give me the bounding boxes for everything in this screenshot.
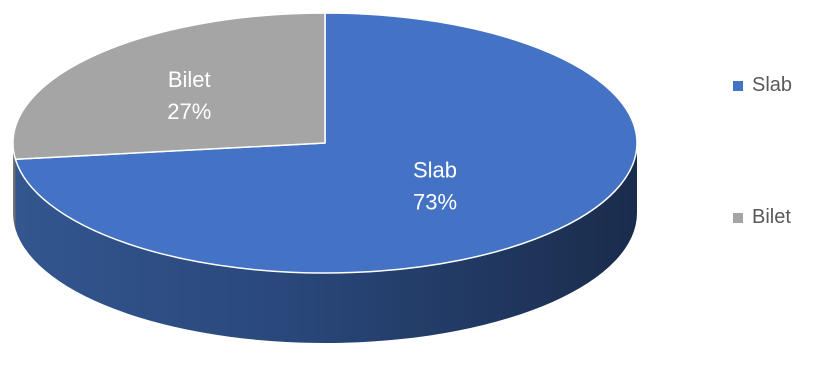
pie-side-walls	[13, 143, 638, 344]
legend-item-bilet: Bilet	[733, 206, 791, 229]
pie-slice-bilet	[12, 12, 326, 161]
legend-swatch-slab	[733, 80, 743, 91]
pie-side-slab	[15, 143, 638, 344]
pie-side-bilet	[13, 143, 16, 230]
legend-label-bilet: Bilet	[752, 206, 791, 228]
slice-label-slab-value: 73%	[413, 189, 457, 214]
legend: Slab Bilet	[733, 0, 821, 374]
legend-swatch-bilet	[733, 212, 743, 223]
slice-label-slab-name: Slab	[413, 157, 457, 182]
pie-data-labels: Slab 73% Bilet 27%	[167, 67, 457, 214]
legend-label-slab: Slab	[752, 74, 793, 96]
pie-top-faces	[12, 12, 638, 274]
slice-label-bilet-value: 27%	[167, 99, 211, 124]
legend-item-slab: Slab	[733, 74, 792, 97]
pie-slice-slab	[14, 12, 638, 274]
slice-label-bilet-name: Bilet	[168, 67, 211, 92]
